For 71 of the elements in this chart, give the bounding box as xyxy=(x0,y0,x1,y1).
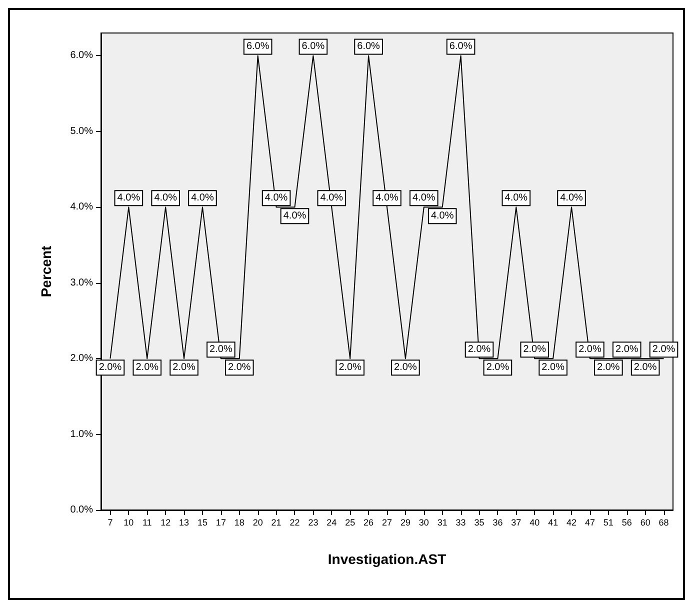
y-tick-label: 3.0% xyxy=(70,277,94,288)
data-label: 4.0% xyxy=(376,192,399,204)
data-label: 2.0% xyxy=(136,362,159,374)
data-label: 2.0% xyxy=(98,362,122,374)
x-tick-label: 27 xyxy=(382,518,392,528)
x-tick-label: 56 xyxy=(622,518,632,528)
y-tick-label: 5.0% xyxy=(70,126,94,137)
x-tick-label: 40 xyxy=(530,518,540,528)
x-tick-label: 11 xyxy=(142,518,152,528)
x-tick-label: 25 xyxy=(345,518,356,528)
data-label: 2.0% xyxy=(578,344,602,356)
data-label: 4.0% xyxy=(154,192,178,204)
x-tick-label: 26 xyxy=(364,518,374,528)
data-label: 2.0% xyxy=(172,362,196,374)
data-label: 6.0% xyxy=(246,41,270,52)
x-tick-label: 10 xyxy=(124,518,134,528)
x-tick-label: 12 xyxy=(160,518,171,528)
y-tick-label: 0.0% xyxy=(70,504,94,516)
y-tick-label: 4.0% xyxy=(70,202,94,213)
x-tick-label: 47 xyxy=(584,518,595,528)
x-tick-label: 60 xyxy=(640,518,650,528)
x-tick-label: 22 xyxy=(290,518,300,528)
x-tick-label: 30 xyxy=(418,518,429,528)
x-tick-label: 36 xyxy=(492,518,503,528)
data-label: 2.0% xyxy=(394,362,417,374)
x-tick-label: 7 xyxy=(108,518,113,528)
x-tick-label: 68 xyxy=(658,518,669,528)
x-tick-label: 31 xyxy=(437,518,448,528)
data-label: 2.0% xyxy=(468,344,491,356)
data-label: 4.0% xyxy=(320,192,344,204)
x-tick-label: 33 xyxy=(456,518,466,528)
y-tick-label: 2.0% xyxy=(70,353,94,364)
x-tick-label: 37 xyxy=(511,518,522,528)
data-label: 2.0% xyxy=(210,344,232,356)
y-tick-label: 1.0% xyxy=(70,428,94,440)
data-label: 2.0% xyxy=(523,344,546,356)
x-tick-label: 51 xyxy=(603,518,614,528)
x-axis-title: Investigation.AST xyxy=(328,551,447,567)
data-label: 2.0% xyxy=(228,362,251,374)
data-label: 6.0% xyxy=(302,41,325,52)
data-label: 4.0% xyxy=(264,192,288,204)
data-label: 4.0% xyxy=(117,192,140,204)
data-label: 2.0% xyxy=(597,362,620,374)
data-label: 6.0% xyxy=(357,41,380,52)
x-tick-label: 35 xyxy=(474,518,484,528)
x-tick-label: 24 xyxy=(326,518,337,528)
data-label: 2.0% xyxy=(652,344,676,356)
data-label: 4.0% xyxy=(412,192,436,204)
data-label: 4.0% xyxy=(283,210,306,222)
x-tick-label: 42 xyxy=(566,518,577,528)
x-tick-label: 13 xyxy=(179,518,190,528)
data-label: 4.0% xyxy=(191,192,214,204)
y-axis-title: Percent xyxy=(38,245,54,298)
data-label: 4.0% xyxy=(504,192,528,204)
y-tick-label: 6.0% xyxy=(70,50,94,62)
data-label: 2.0% xyxy=(338,362,362,374)
data-label: 2.0% xyxy=(486,362,510,374)
x-tick-label: 29 xyxy=(400,518,410,528)
data-label: 6.0% xyxy=(449,41,472,52)
x-tick-label: 41 xyxy=(548,518,558,528)
x-tick-label: 18 xyxy=(234,518,244,528)
data-label: 2.0% xyxy=(542,362,565,374)
x-tick-label: 23 xyxy=(308,518,318,528)
x-tick-label: 21 xyxy=(271,518,282,528)
data-label: 4.0% xyxy=(560,192,584,204)
x-tick-label: 20 xyxy=(252,518,263,528)
x-tick-label: 15 xyxy=(197,518,208,528)
data-label: 4.0% xyxy=(430,210,454,222)
x-tick-label: 17 xyxy=(216,518,226,528)
data-label: 2.0% xyxy=(634,362,657,374)
data-label: 2.0% xyxy=(615,344,638,356)
